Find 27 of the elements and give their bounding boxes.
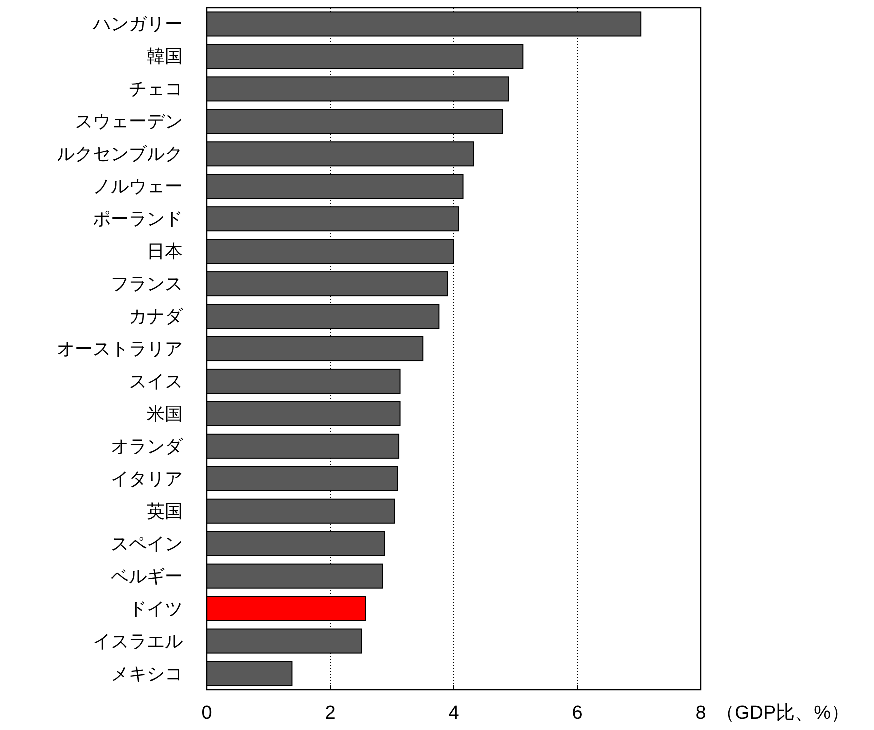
- y-tick-label: 韓国: [147, 46, 183, 67]
- y-tick-label: オーストラリア: [57, 339, 183, 359]
- x-tick-label: 0: [202, 703, 212, 724]
- y-tick-label: ルクセンブルク: [57, 144, 183, 164]
- y-tick-label: イスラエル: [93, 631, 183, 652]
- y-tick-label: スイス: [129, 371, 183, 392]
- y-tick-label: オランダ: [111, 436, 184, 456]
- y-tick-label: ポーランド: [93, 209, 183, 230]
- y-tick-label: 日本: [147, 242, 183, 262]
- x-axis-title: （GDP比、%）: [716, 703, 850, 724]
- y-tick-label: スウェーデン: [75, 112, 183, 132]
- y-tick-label: ドイツ: [129, 598, 183, 619]
- y-tick-label: 英国: [147, 501, 183, 522]
- x-tick-label: 4: [448, 703, 460, 724]
- y-tick-label: 米国: [147, 404, 183, 424]
- y-tick-label: チェコ: [129, 79, 183, 100]
- y-tick-label: イタリア: [111, 468, 183, 489]
- y-tick-label: メキシコ: [111, 664, 183, 684]
- y-tick-label: カナダ: [129, 306, 184, 327]
- y-tick-label: ノルウェー: [93, 176, 183, 197]
- y-tick-label: スペイン: [111, 534, 183, 554]
- y-tick-label: フランス: [111, 274, 183, 294]
- y-tick-label: ベルギー: [111, 566, 183, 586]
- x-tick-label: 2: [325, 703, 336, 724]
- y-tick-label: ハンガリー: [92, 14, 183, 34]
- x-tick-label: 8: [696, 703, 706, 724]
- x-tick-label: 6: [572, 703, 583, 724]
